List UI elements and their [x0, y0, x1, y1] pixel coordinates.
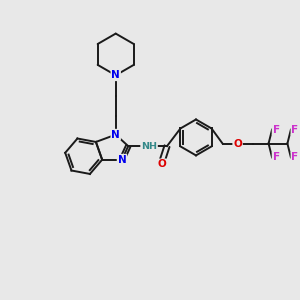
Text: O: O: [233, 139, 242, 148]
Text: O: O: [158, 159, 166, 170]
Text: NH: NH: [141, 142, 157, 151]
Text: N: N: [111, 70, 120, 80]
Text: F: F: [291, 124, 298, 135]
Text: F: F: [272, 124, 280, 135]
Text: N: N: [111, 130, 120, 140]
Text: N: N: [118, 155, 126, 165]
Text: F: F: [291, 152, 298, 162]
Text: F: F: [272, 152, 280, 162]
